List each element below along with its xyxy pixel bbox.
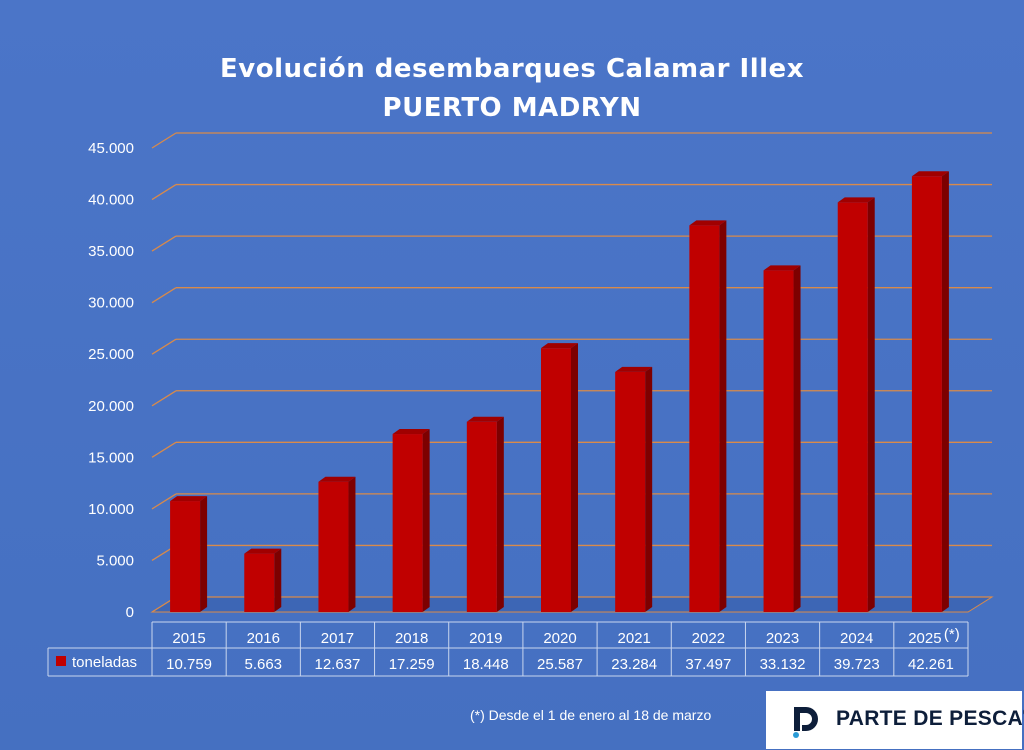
- gridline-diag: [151, 235, 177, 252]
- bar-top: [837, 197, 875, 203]
- bar: [615, 371, 646, 612]
- x-tick-label: 2016: [247, 630, 280, 647]
- bar: [170, 501, 201, 612]
- bar: [689, 225, 720, 613]
- x-tick-label: 2020: [543, 630, 576, 647]
- brand-name: PARTE DE PESCA®: [836, 707, 1024, 731]
- gridline-diag: [151, 132, 177, 149]
- bars: [170, 171, 949, 613]
- bar-2015: [170, 496, 208, 612]
- bar-top: [392, 429, 430, 435]
- bar-top: [244, 548, 282, 554]
- bar-top: [466, 416, 504, 422]
- data-label: 39.723: [834, 656, 880, 673]
- bar-top: [170, 496, 208, 502]
- x-tick-label: 2017: [321, 630, 354, 647]
- gridline-diag: [151, 493, 177, 510]
- bar-top: [615, 366, 653, 372]
- bar: [318, 481, 349, 612]
- y-tick-label: 15.000: [88, 449, 134, 466]
- y-tick-label: 30.000: [88, 295, 134, 312]
- y-tick-label: 20.000: [88, 398, 134, 415]
- bar-side: [867, 197, 875, 612]
- bar-side: [200, 496, 208, 612]
- bar-2021: [615, 366, 653, 612]
- legend-label: toneladas: [72, 654, 137, 671]
- bar-chart: Evolución desembarques Calamar Illex PUE…: [47, 54, 994, 677]
- bar-2022: [689, 220, 727, 613]
- x-tick-label: 2021: [617, 630, 650, 647]
- data-label: 12.637: [315, 656, 361, 673]
- gridline-diag: [151, 338, 177, 355]
- bar-side: [793, 265, 801, 612]
- x-tick-label: 2019: [469, 630, 502, 647]
- bar: [763, 270, 794, 612]
- y-tick-label: 35.000: [88, 243, 134, 260]
- bar-side: [645, 366, 653, 612]
- y-tick-label: 10.000: [88, 501, 134, 518]
- data-label: 17.259: [389, 656, 435, 673]
- bar-top: [318, 476, 356, 482]
- x-tick-label: 2024: [840, 630, 873, 647]
- x-tick-label: 2023: [766, 630, 799, 647]
- bar: [837, 202, 868, 612]
- x-tick-label: 2015: [172, 630, 205, 647]
- gridline-diag: [151, 287, 177, 304]
- bar: [244, 553, 275, 612]
- x-tick-label: 2022: [692, 630, 725, 647]
- bar-side: [274, 548, 282, 612]
- x-tick-marker: (*): [944, 626, 960, 643]
- bar-top: [541, 343, 578, 349]
- bar-side: [571, 343, 578, 612]
- bar-2019: [466, 416, 504, 612]
- brand-logo: PARTE DE PESCA®: [766, 691, 1024, 749]
- bar-2018: [392, 429, 430, 612]
- data-table: toneladas 2015 10.759 2016 5.663 2017 12.637 20…: [47, 621, 969, 677]
- brand-name-text: PARTE DE PESCA: [836, 707, 1024, 730]
- bar: [541, 348, 571, 612]
- bar-2020: [541, 343, 578, 612]
- bar-side: [496, 416, 504, 612]
- bar-top: [763, 265, 801, 271]
- data-label: 23.284: [611, 656, 657, 673]
- data-label: 33.132: [760, 656, 806, 673]
- y-tick-label: 0: [126, 604, 134, 621]
- bar-2023: [763, 265, 801, 612]
- bar-side: [941, 171, 949, 612]
- bar-2017: [318, 476, 356, 612]
- footnote: (*) Desde el 1 de enero al 18 de marzo: [470, 707, 712, 723]
- x-tick-label: 2018: [395, 630, 428, 647]
- gridline-diag: [151, 184, 177, 201]
- data-label: 5.663: [244, 656, 282, 673]
- y-tick-label: 5.000: [96, 552, 134, 569]
- chart-title: Evolución desembarques Calamar Illex: [220, 54, 804, 84]
- gridline-diag: [151, 390, 177, 407]
- bar-top: [689, 220, 727, 226]
- bar-2016: [244, 548, 282, 612]
- bar-2025: [911, 171, 949, 612]
- y-tick-label: 25.000: [88, 346, 134, 363]
- y-tick-label: 45.000: [88, 140, 134, 157]
- bar: [392, 434, 423, 612]
- y-axis-ticks: 0 5.000 10.000 15.000 20.000 25.000 30.000 35.0…: [88, 140, 134, 621]
- parte-de-pesca-logo-icon: [793, 707, 818, 738]
- bar-top: [911, 171, 949, 177]
- bar: [466, 421, 497, 612]
- data-label: 10.759: [166, 656, 212, 673]
- bar-side: [348, 476, 356, 612]
- chart-subtitle: PUERTO MADRYN: [383, 93, 642, 123]
- gridline-diag: [151, 441, 177, 458]
- data-label: 25.587: [537, 656, 583, 673]
- y-tick-label: 40.000: [88, 192, 134, 209]
- legend-swatch: [56, 656, 66, 666]
- bar-2024: [837, 197, 875, 612]
- bar-side: [719, 220, 727, 613]
- data-label: 18.448: [463, 656, 509, 673]
- bar: [911, 176, 942, 612]
- data-label: 37.497: [685, 656, 731, 673]
- x-tick-label: 2025: [908, 630, 941, 647]
- data-label: 42.261: [908, 656, 954, 673]
- bar-side: [422, 429, 430, 612]
